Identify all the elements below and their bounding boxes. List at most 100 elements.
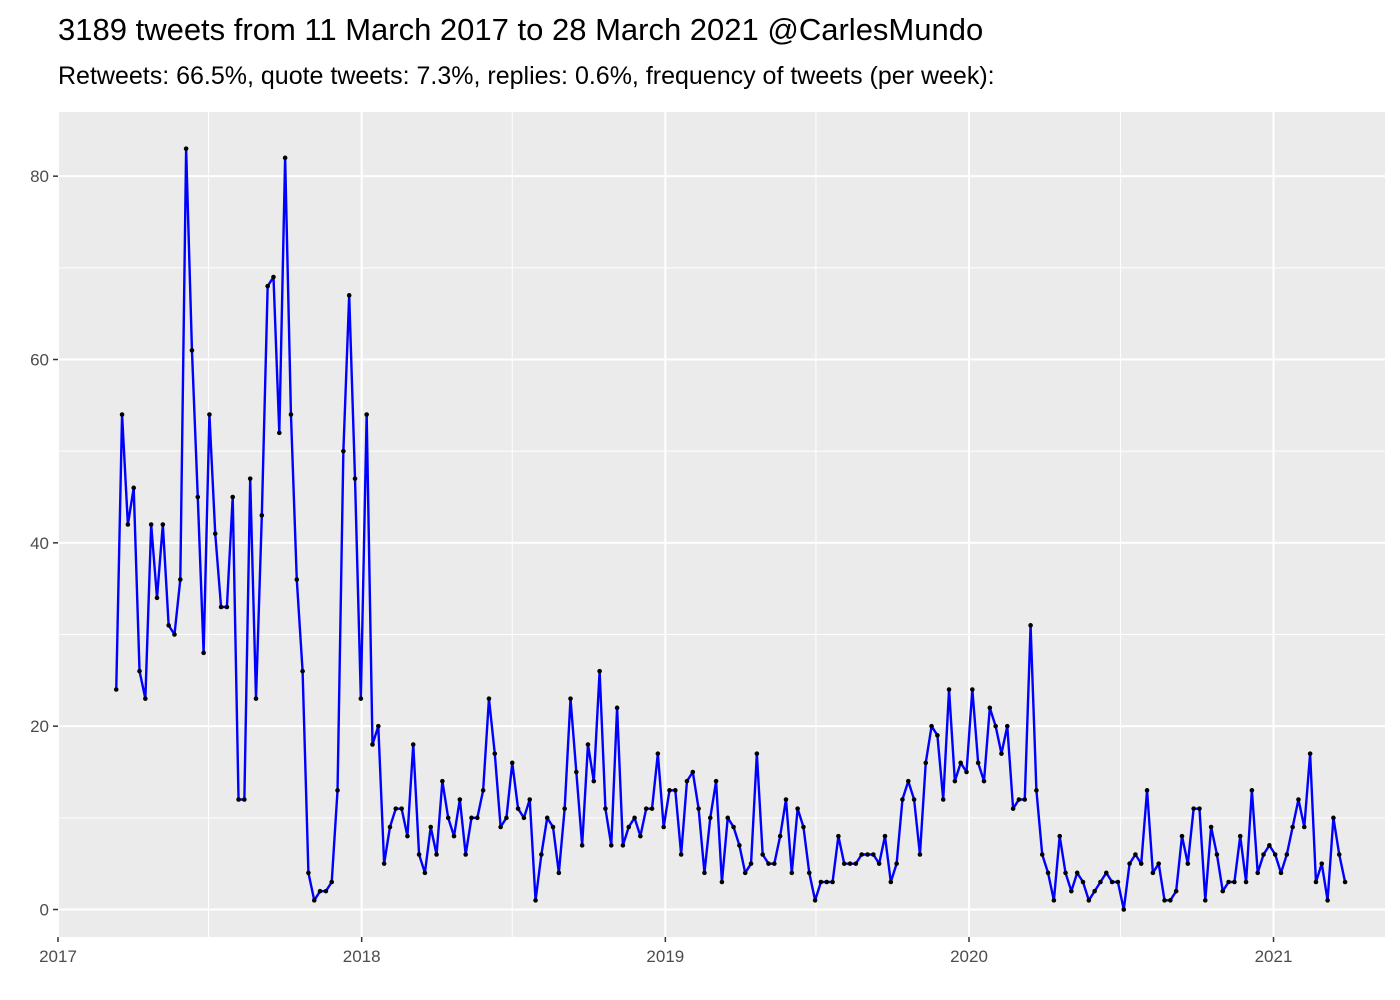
data-point-8: [160, 522, 166, 527]
data-point-15: [201, 650, 206, 656]
data-point-143: [946, 687, 952, 692]
data-point-182: [1173, 888, 1179, 894]
data-point-111: [760, 852, 765, 857]
data-point-119: [806, 870, 812, 876]
data-point-114: [777, 833, 783, 839]
plot-panel: [58, 112, 1385, 937]
chart-title: 3189 tweets from 11 March 2017 to 28 Mar…: [58, 12, 984, 47]
data-point-77: [562, 806, 567, 811]
data-point-73: [539, 852, 544, 857]
data-point-14: [195, 494, 201, 500]
data-point-71: [527, 797, 533, 802]
data-point-126: [847, 861, 853, 866]
data-point-115: [783, 797, 789, 802]
data-point-140: [929, 723, 934, 729]
data-point-117: [795, 806, 800, 811]
data-point-201: [1284, 852, 1290, 857]
data-point-54: [428, 824, 434, 830]
data-point-180: [1162, 898, 1167, 903]
data-point-125: [841, 861, 847, 866]
data-point-193: [1237, 833, 1243, 839]
data-point-44: [370, 742, 375, 747]
data-point-82: [591, 778, 597, 784]
data-point-83: [597, 668, 602, 674]
data-point-80: [579, 843, 585, 848]
data-point-50: [405, 833, 410, 839]
data-point-10: [172, 632, 177, 637]
data-point-101: [702, 870, 707, 876]
data-point-41: [352, 476, 358, 481]
data-point-178: [1150, 870, 1156, 876]
data-point-18: [218, 604, 224, 610]
data-point-69: [515, 806, 521, 811]
data-point-209: [1331, 815, 1336, 821]
data-point-94: [661, 824, 666, 830]
data-point-123: [830, 879, 835, 885]
data-point-9: [166, 623, 171, 628]
data-point-47: [387, 824, 393, 830]
data-point-208: [1325, 898, 1330, 903]
data-point-65: [492, 751, 498, 756]
data-point-102: [707, 815, 713, 821]
data-point-32: [300, 668, 305, 674]
data-point-1: [119, 412, 125, 417]
data-point-147: [970, 687, 975, 692]
data-point-207: [1319, 861, 1325, 866]
data-point-160: [1045, 870, 1051, 876]
data-point-134: [894, 861, 899, 866]
data-point-197: [1261, 852, 1266, 857]
data-point-76: [556, 870, 562, 876]
data-point-173: [1121, 907, 1127, 912]
data-point-163: [1063, 870, 1068, 876]
data-point-185: [1191, 806, 1196, 811]
data-point-137: [911, 797, 917, 802]
data-point-139: [923, 760, 929, 766]
data-point-196: [1255, 870, 1261, 876]
data-point-6: [148, 522, 154, 527]
data-point-86: [614, 705, 620, 711]
data-point-87: [620, 843, 626, 848]
data-point-132: [882, 833, 888, 839]
chart-subtitle: Retweets: 66.5%, quote tweets: 7.3%, rep…: [58, 62, 995, 90]
data-point-118: [801, 824, 806, 830]
data-point-138: [917, 852, 923, 857]
data-point-158: [1034, 788, 1039, 793]
data-point-112: [766, 861, 771, 866]
data-point-52: [416, 852, 422, 857]
data-point-121: [818, 879, 824, 885]
axes: 0 20 40 60 80 2017 2018 2019 2020 2021: [30, 167, 1292, 966]
data-point-130: [871, 852, 876, 857]
data-point-33: [306, 870, 311, 876]
data-point-194: [1243, 879, 1249, 885]
data-point-58: [451, 833, 457, 839]
data-point-22: [242, 797, 247, 802]
data-point-91: [643, 806, 649, 811]
data-point-127: [853, 861, 859, 866]
data-point-59: [457, 797, 463, 802]
data-point-68: [509, 760, 515, 766]
data-point-175: [1133, 852, 1138, 857]
data-point-166: [1080, 879, 1086, 885]
data-point-29: [282, 155, 288, 161]
data-point-7: [154, 595, 160, 601]
data-point-99: [690, 769, 696, 775]
y-tick-label-0: 0: [40, 901, 49, 920]
series-layer: [113, 146, 1348, 912]
data-point-192: [1232, 879, 1237, 885]
data-point-184: [1185, 861, 1191, 866]
data-point-57: [445, 815, 451, 821]
data-point-135: [900, 797, 905, 802]
data-point-61: [469, 815, 474, 821]
x-tick-label-2020: 2020: [950, 947, 988, 966]
data-point-13: [189, 348, 195, 353]
data-point-78: [568, 696, 573, 701]
data-point-104: [719, 879, 725, 885]
data-point-116: [789, 870, 795, 876]
data-point-210: [1336, 852, 1342, 857]
data-point-204: [1302, 824, 1307, 830]
data-point-63: [480, 788, 486, 793]
data-point-24: [253, 696, 259, 701]
data-point-189: [1214, 852, 1220, 857]
data-point-35: [317, 888, 323, 894]
data-point-64: [486, 696, 492, 701]
